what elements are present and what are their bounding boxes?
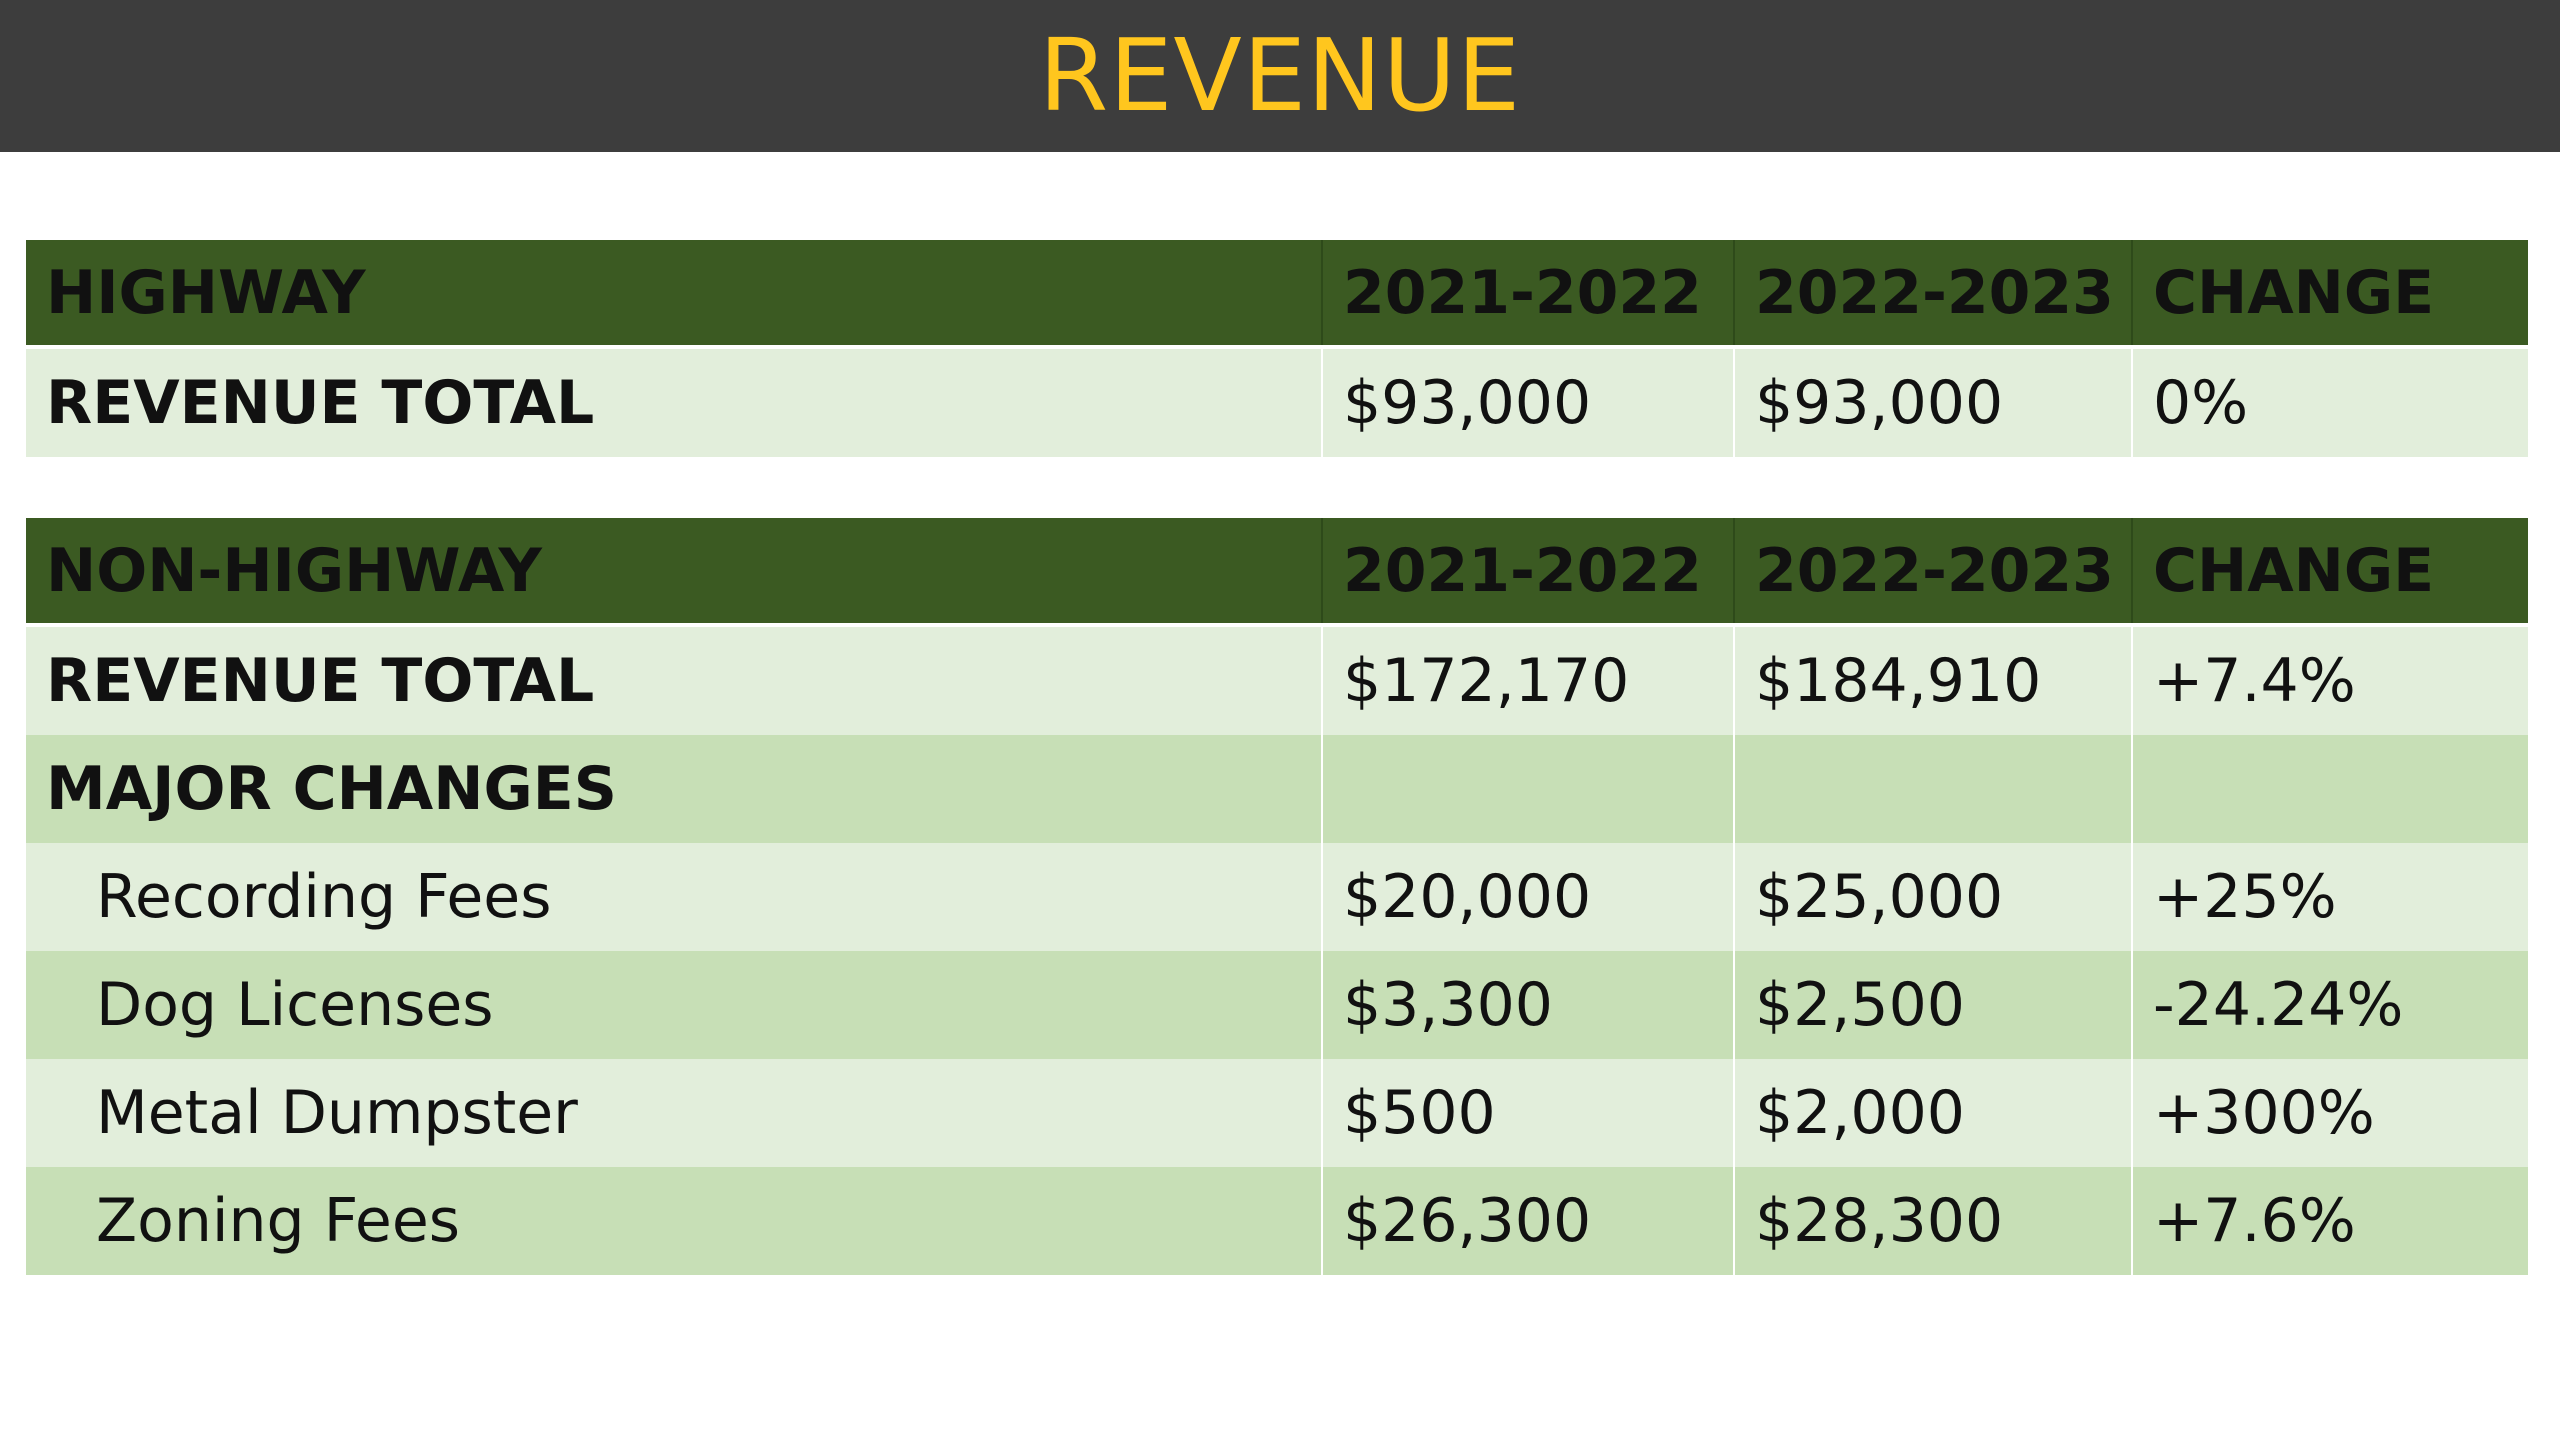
value-change: 0%: [2131, 347, 2528, 457]
empty-cell: [2131, 735, 2528, 843]
header-cell: CHANGE: [2131, 518, 2528, 627]
table-row: Metal Dumpster $500 $2,000 +300%: [26, 1059, 2528, 1167]
row-label: Recording Fees: [26, 843, 1322, 951]
header-cell: CHANGE: [2131, 240, 2528, 349]
table-row: Dog Licenses $3,300 $2,500 -24.24%: [26, 951, 2528, 1059]
value-2021-2022: $26,300: [1321, 1167, 1734, 1275]
row-label: Zoning Fees: [26, 1167, 1322, 1275]
header-cell: HIGHWAY: [26, 240, 1322, 349]
value-2021-2022: $93,000: [1321, 347, 1734, 457]
highway-revenue-total-row: REVENUE TOTAL $93,000 $93,000 0%: [26, 347, 2528, 457]
highway-table: HIGHWAY 2021-2022 2022-2023 CHANGE REVEN…: [26, 240, 2528, 457]
nonhighway-table: NON-HIGHWAY 2021-2022 2022-2023 CHANGE R…: [26, 518, 2528, 1275]
title-bar: REVENUE: [0, 0, 2560, 152]
value-change: +7.6%: [2131, 1167, 2528, 1275]
header-cell: 2021-2022: [1321, 240, 1734, 349]
row-label: Metal Dumpster: [26, 1059, 1322, 1167]
value-2021-2022: $20,000: [1321, 843, 1734, 951]
section-label: MAJOR CHANGES: [26, 735, 1322, 843]
table-row: Zoning Fees $26,300 $28,300 +7.6%: [26, 1167, 2528, 1275]
value-2022-2023: $25,000: [1733, 843, 2132, 951]
nonhighway-revenue-total-row: REVENUE TOTAL $172,170 $184,910 +7.4%: [26, 625, 2528, 735]
header-cell: 2021-2022: [1321, 518, 1734, 627]
value-change: +25%: [2131, 843, 2528, 951]
header-cell: 2022-2023: [1733, 240, 2132, 349]
value-2022-2023: $184,910: [1733, 625, 2132, 735]
value-change: +300%: [2131, 1059, 2528, 1167]
major-changes-row: MAJOR CHANGES: [26, 735, 2528, 843]
value-2021-2022: $3,300: [1321, 951, 1734, 1059]
nonhighway-header-row: NON-HIGHWAY 2021-2022 2022-2023 CHANGE: [26, 518, 2528, 627]
empty-cell: [1733, 735, 2132, 843]
header-cell: 2022-2023: [1733, 518, 2132, 627]
row-label: Dog Licenses: [26, 951, 1322, 1059]
row-label: REVENUE TOTAL: [26, 347, 1322, 457]
value-2021-2022: $172,170: [1321, 625, 1734, 735]
value-2022-2023: $2,000: [1733, 1059, 2132, 1167]
value-2022-2023: $28,300: [1733, 1167, 2132, 1275]
header-cell: NON-HIGHWAY: [26, 518, 1322, 627]
highway-header-row: HIGHWAY 2021-2022 2022-2023 CHANGE: [26, 240, 2528, 349]
value-change: -24.24%: [2131, 951, 2528, 1059]
row-label: REVENUE TOTAL: [26, 625, 1322, 735]
value-2022-2023: $2,500: [1733, 951, 2132, 1059]
empty-cell: [1321, 735, 1734, 843]
value-change: +7.4%: [2131, 625, 2528, 735]
table-row: Recording Fees $20,000 $25,000 +25%: [26, 843, 2528, 951]
value-2022-2023: $93,000: [1733, 347, 2132, 457]
page-title: REVENUE: [1038, 17, 1522, 134]
value-2021-2022: $500: [1321, 1059, 1734, 1167]
